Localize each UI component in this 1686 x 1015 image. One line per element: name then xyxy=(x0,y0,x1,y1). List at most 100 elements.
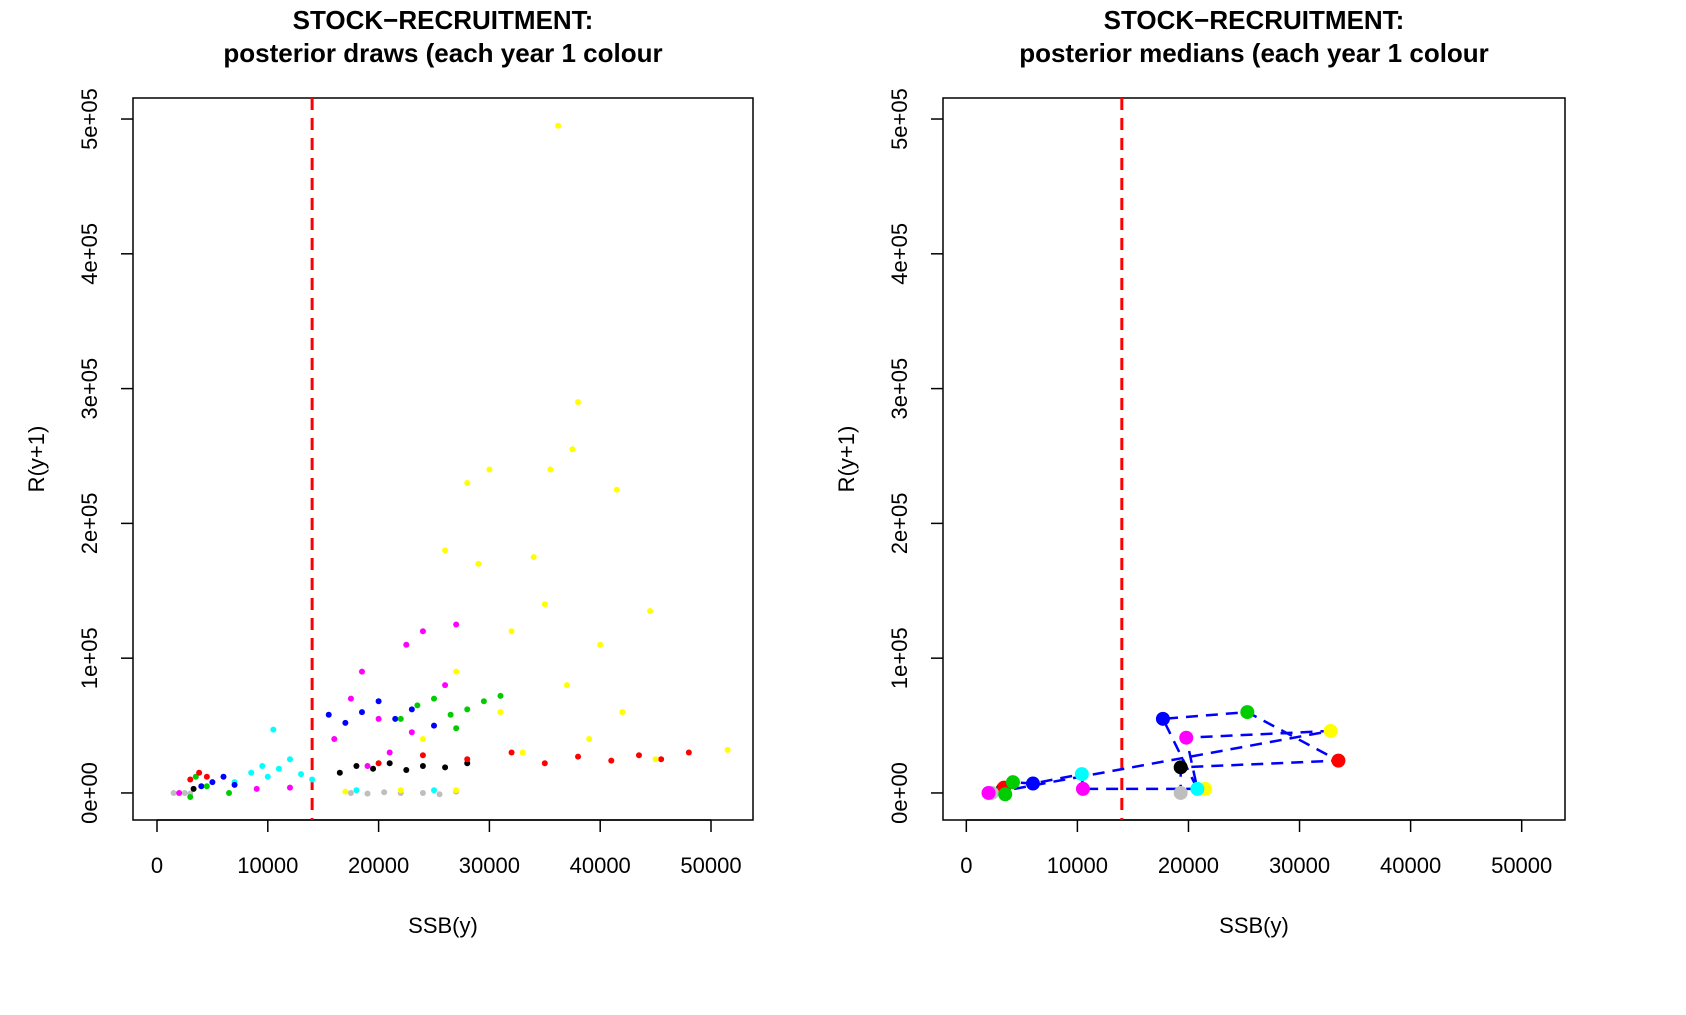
panel: STOCK−RECRUITMENT:posterior draws (each … xyxy=(24,5,754,938)
point xyxy=(419,752,426,759)
point xyxy=(497,692,504,699)
point xyxy=(981,785,996,800)
point xyxy=(187,794,194,801)
y-tick-label: 5e+05 xyxy=(887,88,912,150)
y-tick-label: 0e+00 xyxy=(887,762,912,824)
point xyxy=(658,756,665,763)
point xyxy=(275,765,282,772)
point xyxy=(475,560,482,567)
point xyxy=(519,749,526,756)
point xyxy=(259,763,266,770)
point xyxy=(342,788,349,795)
point xyxy=(1025,776,1040,791)
point xyxy=(998,787,1013,802)
point xyxy=(264,773,271,780)
x-tick-label: 50000 xyxy=(1491,853,1552,878)
y-tick-label: 4e+05 xyxy=(887,223,912,285)
point xyxy=(403,641,410,648)
x-tick-label: 20000 xyxy=(1158,853,1219,878)
point xyxy=(1173,785,1188,800)
point xyxy=(431,722,438,729)
point xyxy=(226,789,233,796)
x-tick-label: 40000 xyxy=(570,853,631,878)
point xyxy=(464,756,471,763)
point xyxy=(286,784,293,791)
point xyxy=(419,628,426,635)
point xyxy=(464,479,471,486)
x-tick-label: 50000 xyxy=(680,853,741,878)
y-axis-label: R(y+1) xyxy=(834,426,859,493)
point xyxy=(508,749,515,756)
point xyxy=(370,765,377,772)
point xyxy=(1074,767,1089,782)
point xyxy=(408,706,415,713)
point xyxy=(613,486,620,493)
x-tick-label: 10000 xyxy=(1047,853,1108,878)
point xyxy=(497,709,504,716)
chart-subtitle: posterior medians (each year 1 colour xyxy=(1019,38,1489,68)
point xyxy=(176,789,183,796)
point xyxy=(419,763,426,770)
point xyxy=(442,547,449,554)
point xyxy=(192,773,199,780)
point xyxy=(209,779,216,786)
point xyxy=(336,769,343,776)
point xyxy=(190,785,197,792)
point xyxy=(1155,711,1170,726)
plot-frame xyxy=(132,97,754,821)
point xyxy=(635,752,642,759)
point xyxy=(431,787,438,794)
point xyxy=(1240,705,1255,720)
point xyxy=(453,787,460,794)
point xyxy=(375,760,382,767)
point xyxy=(392,715,399,722)
point xyxy=(187,776,194,783)
point xyxy=(397,715,404,722)
y-tick-label: 1e+05 xyxy=(77,627,102,689)
point xyxy=(464,706,471,713)
point xyxy=(253,785,260,792)
x-tick-label: 20000 xyxy=(348,853,409,878)
point xyxy=(309,776,316,783)
x-tick-label: 0 xyxy=(960,853,972,878)
point xyxy=(364,790,371,797)
point xyxy=(724,746,731,753)
point xyxy=(231,781,238,788)
y-tick-label: 2e+05 xyxy=(887,492,912,554)
point xyxy=(181,789,188,796)
point xyxy=(196,769,203,776)
point xyxy=(453,668,460,675)
point xyxy=(203,783,210,790)
point xyxy=(619,709,626,716)
point xyxy=(1005,775,1020,790)
point xyxy=(358,668,365,675)
point xyxy=(530,554,537,561)
point xyxy=(486,466,493,473)
point xyxy=(358,709,365,716)
point xyxy=(569,446,576,453)
x-tick-label: 30000 xyxy=(459,853,520,878)
y-tick-label: 2e+05 xyxy=(77,492,102,554)
point xyxy=(419,736,426,743)
y-tick-label: 0e+00 xyxy=(77,762,102,824)
point xyxy=(442,764,449,771)
point xyxy=(342,719,349,726)
chart-title: STOCK−RECRUITMENT: xyxy=(1104,5,1405,35)
y-tick-label: 1e+05 xyxy=(887,627,912,689)
point xyxy=(403,767,410,774)
point xyxy=(586,736,593,743)
point xyxy=(1190,781,1205,796)
x-tick-label: 30000 xyxy=(1269,853,1330,878)
point xyxy=(1331,753,1346,768)
point xyxy=(375,715,382,722)
point xyxy=(325,711,332,718)
point xyxy=(547,466,554,473)
y-tick-label: 4e+05 xyxy=(77,223,102,285)
point xyxy=(298,771,305,778)
point xyxy=(647,607,654,614)
point xyxy=(397,787,404,794)
chart-subtitle: posterior draws (each year 1 colour xyxy=(223,38,662,68)
x-tick-label: 0 xyxy=(151,853,163,878)
point xyxy=(331,736,338,743)
